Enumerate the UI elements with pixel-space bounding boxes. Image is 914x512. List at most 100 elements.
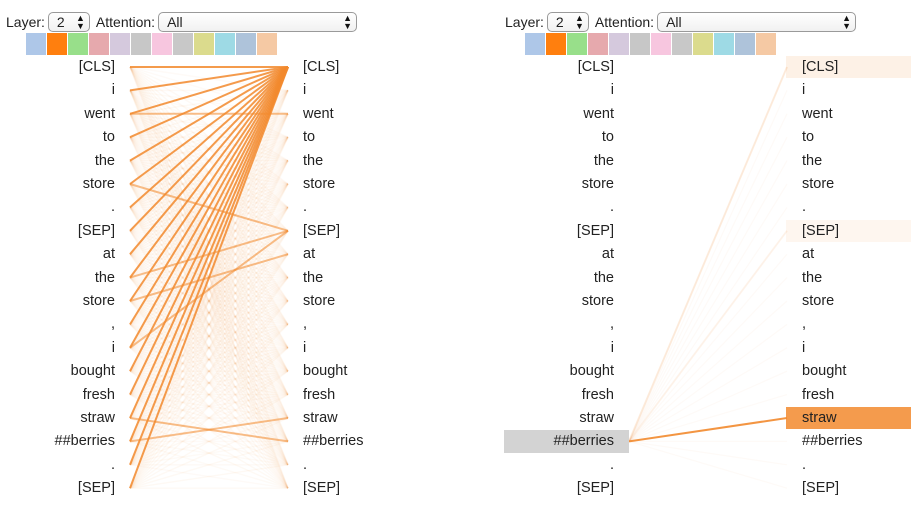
target-token[interactable]: , (303, 316, 308, 333)
head-swatch[interactable] (68, 33, 89, 55)
layer-select[interactable]: 2 ▲ ▼ (546, 12, 589, 32)
target-token[interactable]: bought (802, 363, 847, 380)
target-token[interactable]: the (802, 152, 823, 169)
target-token[interactable]: store (802, 176, 835, 192)
source-token[interactable]: at (601, 246, 614, 263)
source-token[interactable]: straw (579, 410, 614, 426)
head-swatch[interactable] (651, 33, 672, 55)
head-swatch[interactable] (546, 33, 567, 55)
head-swatch[interactable] (257, 33, 278, 55)
source-token[interactable]: i (111, 82, 115, 99)
head-swatch[interactable] (215, 33, 236, 55)
target-token[interactable]: the (303, 152, 324, 169)
head-swatch[interactable] (152, 33, 173, 55)
target-token[interactable]: [SEP] (802, 222, 840, 239)
target-token[interactable]: i (303, 339, 307, 356)
head-swatch[interactable] (236, 33, 257, 55)
head-swatch[interactable] (131, 33, 152, 55)
source-token[interactable]: i (610, 82, 614, 99)
source-token[interactable]: the (593, 269, 614, 286)
head-swatch[interactable] (735, 33, 756, 55)
head-swatch[interactable] (630, 33, 651, 55)
target-token[interactable]: the (303, 269, 324, 286)
source-token[interactable]: [CLS] (577, 59, 614, 75)
head-swatch[interactable] (714, 33, 735, 55)
source-token[interactable]: bought (569, 363, 614, 380)
target-token[interactable]: the (802, 269, 823, 286)
target-token[interactable]: store (303, 176, 336, 192)
target-token[interactable]: went (802, 105, 833, 122)
target-token[interactable]: straw (303, 410, 338, 426)
target-token[interactable]: . (802, 199, 807, 216)
source-token[interactable]: the (593, 152, 614, 169)
source-token[interactable]: [SEP] (77, 222, 115, 239)
head-swatch[interactable] (672, 33, 693, 55)
target-token[interactable]: i (303, 82, 307, 99)
target-token[interactable]: bought (303, 363, 348, 380)
head-swatch[interactable] (588, 33, 609, 55)
head-swatch[interactable] (567, 33, 588, 55)
target-token[interactable]: i (802, 82, 806, 99)
source-token[interactable]: fresh (581, 386, 614, 403)
target-token[interactable]: store (303, 293, 336, 309)
source-token[interactable]: store (581, 176, 614, 192)
target-token[interactable]: to (303, 129, 316, 146)
source-token[interactable]: [CLS] (78, 59, 115, 75)
target-token[interactable]: [SEP] (303, 222, 341, 239)
target-token[interactable]: store (802, 293, 835, 309)
head-swatch[interactable] (525, 33, 546, 55)
source-token[interactable]: went (583, 105, 614, 122)
target-token[interactable]: fresh (303, 386, 336, 403)
target-token[interactable]: [SEP] (303, 480, 341, 497)
source-token[interactable]: store (581, 293, 614, 309)
head-swatch[interactable] (89, 33, 110, 55)
target-token[interactable]: ##berries (303, 433, 364, 450)
target-token[interactable]: ##berries (802, 433, 863, 450)
source-token[interactable]: went (84, 105, 115, 122)
source-token[interactable]: . (609, 456, 614, 473)
target-token[interactable]: [CLS] (303, 59, 340, 75)
target-token[interactable]: fresh (802, 386, 835, 403)
source-token[interactable]: , (609, 316, 614, 333)
target-token[interactable]: . (802, 456, 807, 473)
layer-select[interactable]: 2 ▲ ▼ (47, 12, 90, 32)
head-swatch[interactable] (110, 33, 131, 55)
target-token[interactable]: went (303, 105, 334, 122)
source-token[interactable]: i (111, 339, 115, 356)
source-token[interactable]: , (110, 316, 115, 333)
target-token[interactable]: . (303, 456, 308, 473)
source-token[interactable]: straw (80, 410, 115, 426)
attention-select[interactable]: All ▲ ▼ (657, 12, 857, 32)
source-token[interactable]: [SEP] (77, 480, 115, 497)
attention-select[interactable]: All ▲ ▼ (158, 12, 358, 32)
source-token[interactable]: [SEP] (576, 222, 614, 239)
source-token[interactable]: i (610, 339, 614, 356)
target-token[interactable]: to (802, 129, 815, 146)
target-token[interactable]: , (802, 316, 807, 333)
target-token[interactable]: [SEP] (802, 480, 840, 497)
head-swatch[interactable] (194, 33, 215, 55)
source-token[interactable]: fresh (82, 386, 115, 403)
head-swatch[interactable] (609, 33, 630, 55)
head-swatch[interactable] (47, 33, 68, 55)
source-token[interactable]: . (110, 456, 115, 473)
source-token[interactable]: . (609, 199, 614, 216)
head-swatch[interactable] (26, 33, 47, 55)
head-swatch[interactable] (173, 33, 194, 55)
source-token[interactable]: to (601, 129, 614, 146)
source-token[interactable]: to (102, 129, 115, 146)
source-token[interactable]: ##berries (553, 433, 614, 450)
target-token[interactable]: at (303, 246, 316, 263)
source-token[interactable]: ##berries (54, 433, 115, 450)
source-token[interactable]: the (94, 269, 115, 286)
source-token[interactable]: . (110, 199, 115, 216)
target-token[interactable]: . (303, 199, 308, 216)
source-token[interactable]: at (102, 246, 115, 263)
head-swatch[interactable] (693, 33, 714, 55)
source-token[interactable]: store (82, 176, 115, 192)
target-token[interactable]: i (802, 339, 806, 356)
source-token[interactable]: [SEP] (576, 480, 614, 497)
head-swatch[interactable] (756, 33, 777, 55)
target-token[interactable]: at (802, 246, 815, 263)
target-token[interactable]: straw (802, 410, 837, 426)
